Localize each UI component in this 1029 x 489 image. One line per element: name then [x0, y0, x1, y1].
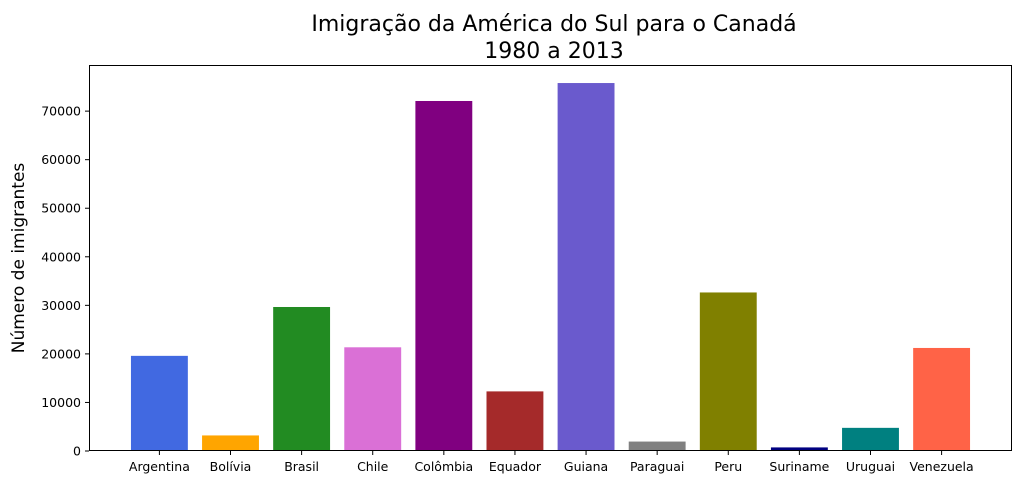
bar-uruguai — [842, 427, 899, 451]
bar-colômbia — [415, 100, 473, 451]
x-tick-label: Peru — [714, 459, 742, 474]
x-tick-label: Guiana — [564, 459, 608, 474]
bar-equador — [486, 391, 544, 451]
bar-guiana — [557, 83, 615, 452]
x-tick-label: Paraguai — [630, 459, 684, 474]
plot-frame — [89, 65, 1012, 451]
bar-argentina — [130, 355, 188, 451]
chart-title: Imigração da América do Sul para o Canad… — [311, 12, 796, 37]
bar-chile — [344, 347, 402, 451]
bars-group — [130, 83, 971, 452]
x-axis-ticks: Argentina Bolívia Brasil Chile Colômbia Equad… — [129, 451, 974, 474]
bar-suriname — [770, 447, 828, 451]
bar-brasil — [273, 306, 331, 451]
bar-peru — [699, 292, 757, 451]
bar-bolívia — [202, 435, 259, 451]
y-tick-label: 70000 — [41, 104, 81, 119]
y-tick-label: 30000 — [41, 298, 81, 313]
y-axis-label: Número de imigrantes — [9, 163, 29, 354]
x-tick-label: Chile — [357, 459, 389, 474]
bar-paraguai — [628, 441, 686, 451]
x-tick-label: Uruguai — [846, 459, 895, 474]
y-tick-label: 0 — [73, 444, 81, 459]
chart-subtitle: 1980 a 2013 — [484, 39, 623, 64]
x-tick-label: Argentina — [129, 459, 190, 474]
bar-venezuela — [913, 347, 971, 451]
x-tick-label: Equador — [489, 459, 542, 474]
x-tick-label: Brasil — [284, 459, 319, 474]
x-tick-label: Bolívia — [210, 459, 252, 474]
y-tick-label: 60000 — [41, 152, 81, 167]
y-tick-label: 50000 — [41, 201, 81, 216]
x-tick-label: Venezuela — [910, 459, 974, 474]
y-tick-label: 10000 — [41, 395, 81, 410]
x-tick-label: Suriname — [769, 459, 829, 474]
y-axis-ticks: 0 10000 20000 30000 40000 50000 60000 70000 — [41, 104, 89, 459]
x-tick-label: Colômbia — [414, 459, 473, 474]
y-tick-label: 40000 — [41, 249, 81, 264]
y-tick-label: 20000 — [41, 346, 81, 361]
